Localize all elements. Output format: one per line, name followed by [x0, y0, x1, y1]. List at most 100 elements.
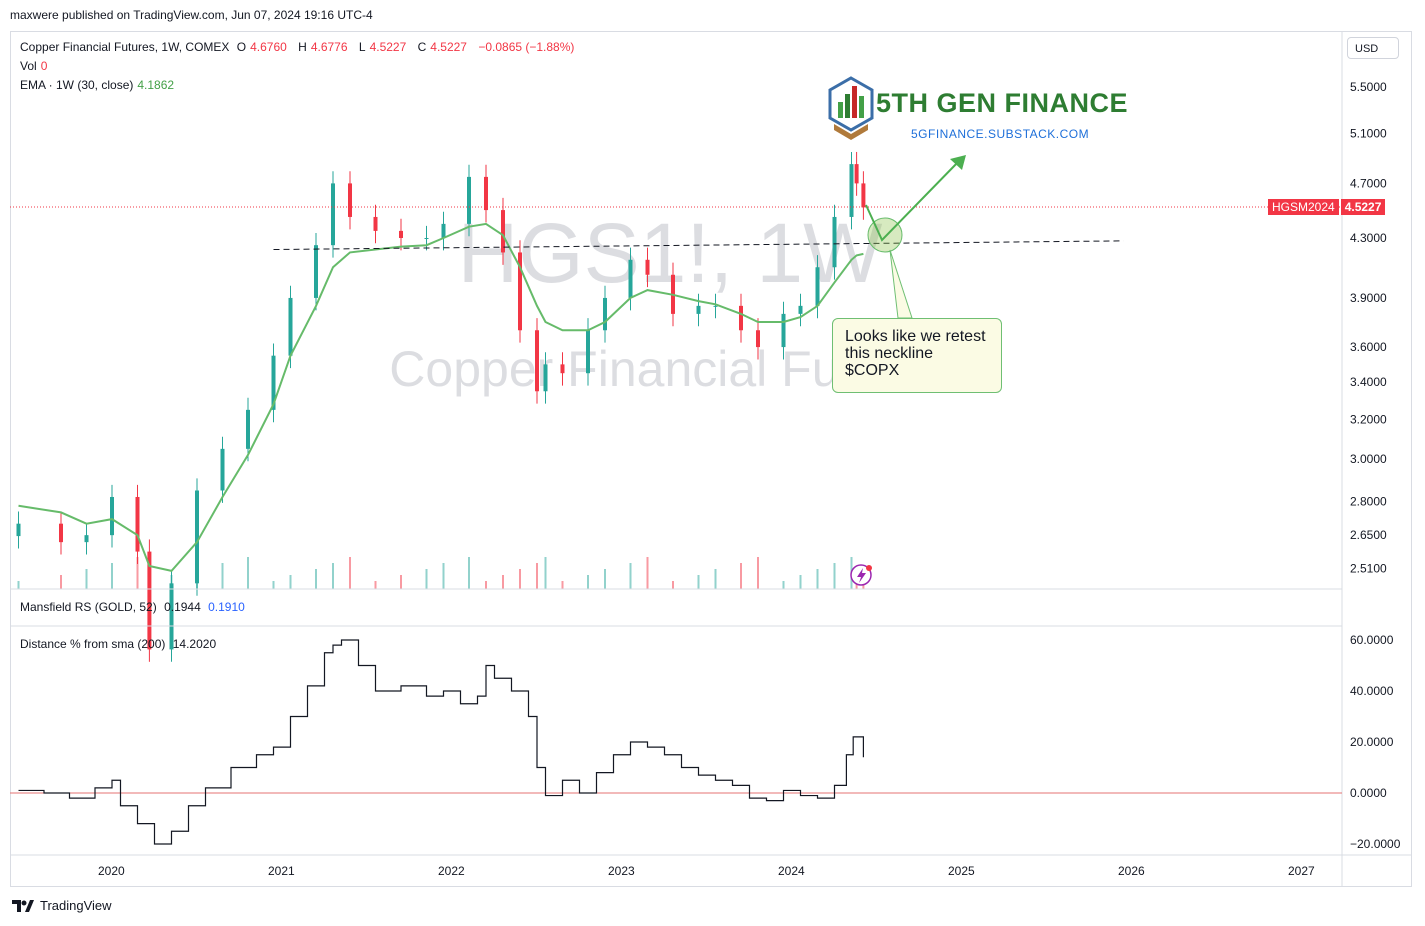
candle-body: [713, 305, 718, 307]
ema-value: 4.1862: [137, 78, 175, 92]
price-tag-symbol: HGSM2024: [1268, 199, 1339, 215]
volume-bar: [714, 569, 717, 589]
volume-bar: [349, 557, 351, 589]
distance-line: [18, 639, 864, 845]
candle-body: [331, 183, 335, 246]
volume-bar: [425, 569, 428, 589]
mansfield-value-1: 0.1944: [164, 600, 201, 614]
x-tick-label: 2027: [1288, 864, 1315, 878]
volume-bar: [60, 575, 62, 589]
y-tick-label: 3.4000: [1350, 375, 1387, 389]
candle-body: [288, 297, 293, 356]
volume-bar: [17, 581, 20, 589]
vol-legend: Vol 0: [20, 59, 48, 73]
y-tick-label: 3.9000: [1350, 291, 1387, 305]
candle-body: [586, 330, 590, 374]
volume-bar: [544, 557, 547, 589]
volume-bar: [289, 575, 292, 589]
candle-body: [399, 230, 403, 238]
volume-bar: [816, 569, 819, 589]
candle-body: [849, 164, 854, 217]
mansfield-value-2: 0.1910: [208, 600, 245, 614]
distance-tick-label: 20.0000: [1350, 735, 1394, 749]
x-tick-label: 2024: [778, 864, 805, 878]
price-tag: HGSM2024 4.5227: [1268, 199, 1386, 215]
candle-body: [832, 216, 837, 268]
main-legend: Copper Financial Futures, 1W, COMEX O 4.6…: [20, 40, 575, 54]
candle-body: [441, 223, 446, 238]
y-tick-label: 2.6500: [1350, 528, 1387, 542]
candle-body: [798, 305, 803, 314]
distance-tick-label: 40.0000: [1350, 684, 1394, 698]
x-tick-label: 2023: [608, 864, 635, 878]
vol-value: 0: [40, 59, 48, 73]
footer-brand[interactable]: TradingView: [12, 898, 112, 913]
candle-body: [535, 330, 539, 392]
y-tick-label: 5.5000: [1350, 80, 1387, 94]
candle-body: [739, 305, 743, 331]
volume-bar: [332, 563, 334, 589]
candle-body: [169, 583, 174, 650]
close-value: 4.5227: [430, 40, 467, 54]
distance-tick-label: 60.0000: [1350, 633, 1394, 647]
x-tick-label: 2021: [268, 864, 295, 878]
volume-bar: [221, 563, 224, 589]
candle-body: [373, 216, 378, 231]
volume-bar: [400, 575, 402, 589]
volume-bar: [604, 569, 606, 589]
candle-body: [84, 535, 89, 543]
candle-body: [696, 305, 701, 314]
annotation-note[interactable]: Looks like we retest this neckline $COPX: [832, 318, 1002, 393]
candle-body: [16, 523, 21, 537]
y-tick-label: 4.7000: [1350, 176, 1387, 190]
candle-body: [628, 259, 633, 298]
volume-bar: [85, 569, 88, 589]
candle-body: [484, 176, 488, 211]
currency-button[interactable]: USD: [1347, 37, 1399, 59]
volume-bar: [646, 557, 649, 589]
candle-body: [135, 496, 140, 552]
y-tick-label: 2.5100: [1350, 561, 1387, 575]
logo-subtitle: 5GFINANCE.SUBSTACK.COM: [911, 127, 1090, 141]
candle-body: [815, 267, 820, 306]
volume-bar: [587, 575, 589, 589]
candle-body: [756, 330, 760, 348]
volume-bar: [272, 581, 275, 589]
y-tick-label: 3.2000: [1350, 412, 1387, 426]
y-tick-label: 2.8000: [1350, 494, 1387, 508]
candle-body: [424, 238, 429, 239]
volume-bar: [468, 557, 470, 589]
candle-body: [467, 176, 471, 224]
volume-bar: [136, 557, 139, 589]
volume-bar: [536, 563, 538, 589]
distance-value: 14.2020: [172, 637, 217, 651]
volume-bar: [697, 575, 700, 589]
logo-box: [826, 74, 1156, 146]
volume-bar: [757, 557, 759, 589]
y-tick-label: 3.6000: [1350, 340, 1387, 354]
x-tick-label: 2026: [1118, 864, 1145, 878]
candle-body: [59, 523, 63, 543]
candle-body: [147, 551, 152, 650]
open-value: 4.6760: [250, 40, 287, 54]
volume-bar: [629, 563, 632, 589]
volume-bar: [442, 563, 445, 589]
low-value: 4.5227: [369, 40, 407, 54]
retest-circle: [867, 217, 903, 253]
logo-title: 5TH GEN FINANCE: [876, 88, 1129, 118]
ema-legend: EMA · 1W (30, close) 4.1862: [20, 78, 175, 92]
mansfield-legend: Mansfield RS (GOLD, 52) 0.1944 0.1910: [20, 600, 245, 614]
volume-bar: [782, 581, 785, 589]
candle-body: [348, 183, 352, 217]
volume-bar: [855, 581, 858, 589]
change-value: −0.0865 (−1.88%): [478, 40, 575, 54]
volume-bar: [561, 581, 564, 589]
distance-tick-label: −20.0000: [1350, 837, 1401, 851]
volume-bar: [799, 575, 802, 589]
candle-body: [603, 297, 607, 331]
high-value: 4.6776: [310, 40, 348, 54]
distance-tick-label: 0.0000: [1350, 786, 1387, 800]
distance-legend: Distance % from sma (200) 14.2020: [20, 637, 217, 651]
candle-body: [518, 252, 522, 331]
